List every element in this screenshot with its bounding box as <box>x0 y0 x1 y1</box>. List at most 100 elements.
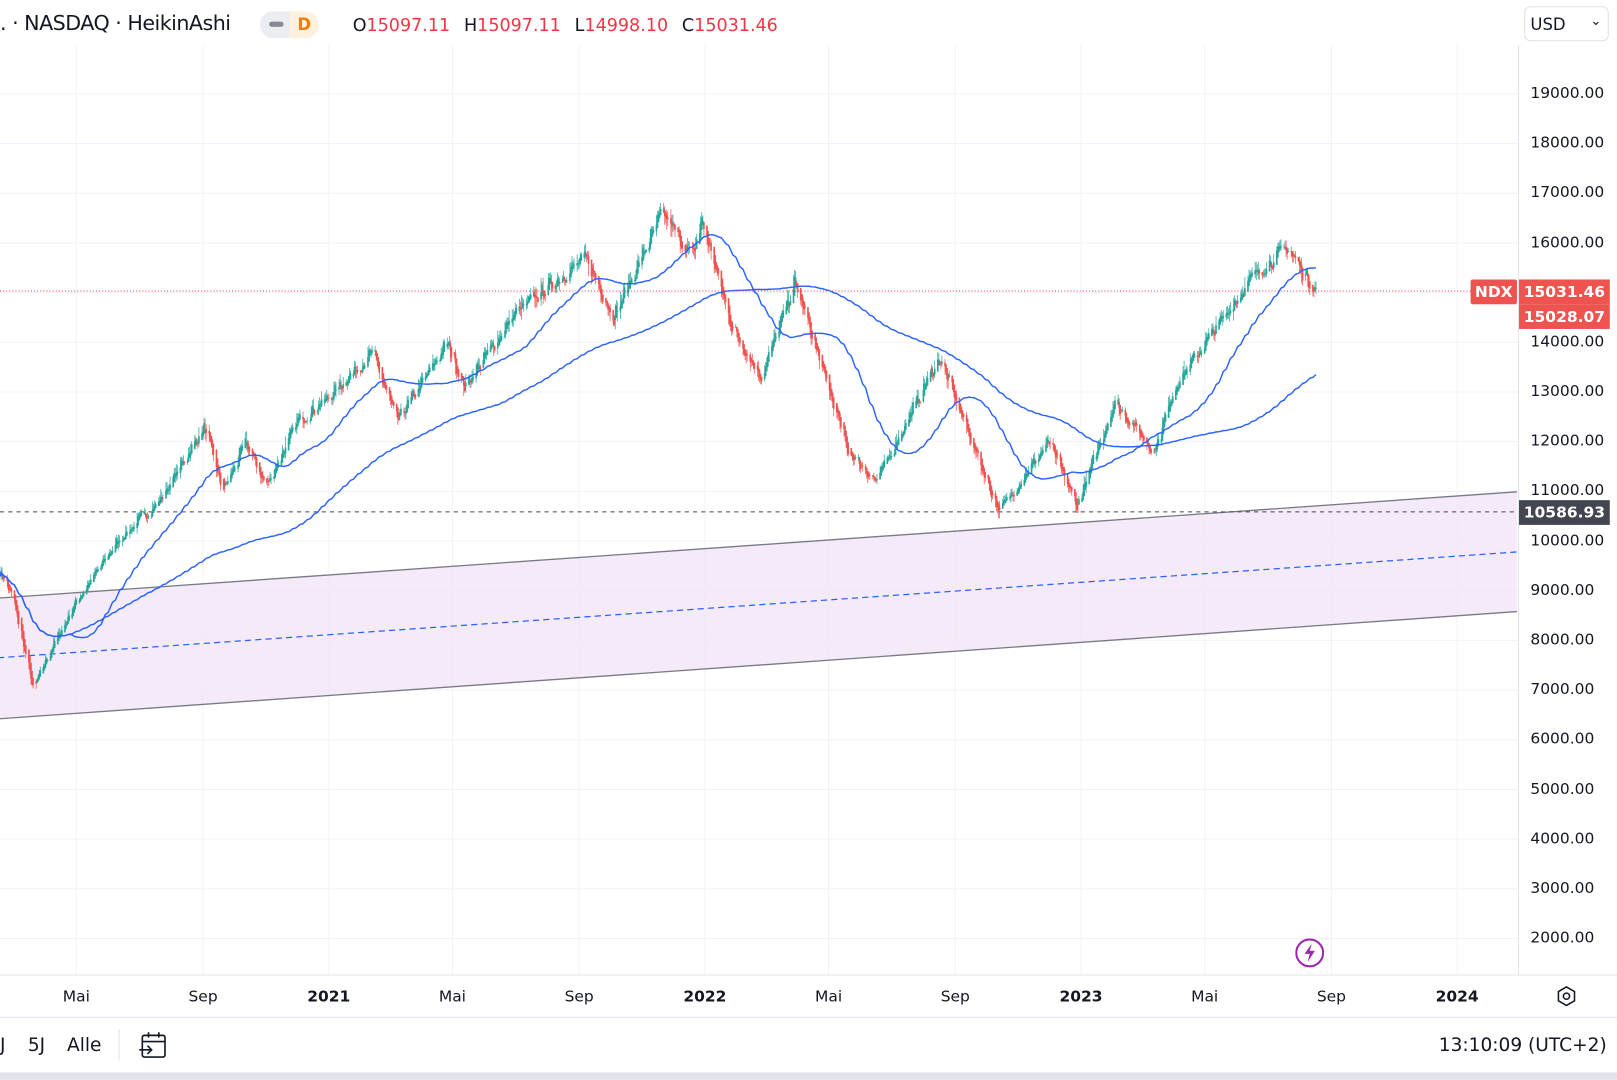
candle-body <box>976 448 978 453</box>
candle-body <box>910 414 912 418</box>
candle-body <box>586 255 589 257</box>
channel-middle-line <box>0 551 1517 659</box>
candle-body <box>757 367 760 372</box>
range-all-button[interactable]: Alle <box>67 1034 102 1056</box>
candle-body <box>1189 364 1192 372</box>
candle-body <box>1212 329 1214 333</box>
candle-body <box>534 294 536 298</box>
currency-select[interactable]: USD ⌄ <box>1524 6 1609 42</box>
candle-body <box>814 334 816 341</box>
candle-body <box>469 380 471 382</box>
candle-body <box>1142 433 1144 438</box>
candle-body <box>709 242 711 244</box>
candle-body <box>623 287 626 299</box>
candle-body <box>13 590 16 599</box>
candle-body <box>600 284 602 294</box>
candle-body <box>6 577 9 582</box>
time-axis[interactable]: Mai Sep 2021 Mai Sep 2022 Mai Sep 2023 Mai Sep 2024 <box>0 974 1617 1018</box>
candle-body <box>1084 484 1086 491</box>
candle-body <box>30 662 32 679</box>
candle-body <box>679 230 681 241</box>
candle-body <box>384 381 387 388</box>
candle-body <box>316 411 319 413</box>
candle-body <box>1067 478 1070 488</box>
candle-body <box>1226 312 1229 316</box>
candle-body <box>722 286 725 296</box>
candle-body <box>782 310 785 318</box>
candle-body <box>990 485 993 497</box>
settings-icon[interactable] <box>1556 986 1577 1007</box>
candle-body <box>1059 454 1062 461</box>
candle-body <box>858 457 861 465</box>
candle-body <box>1227 313 1230 315</box>
candle-body <box>283 453 286 455</box>
candle-body <box>327 397 330 399</box>
candle-body <box>179 467 182 474</box>
candle-body <box>428 367 431 373</box>
candle-body <box>969 432 972 444</box>
clock[interactable]: 13:10:09 (UTC+2) <box>1438 1034 1607 1056</box>
candle-body <box>7 579 10 589</box>
candle-body <box>1203 348 1206 354</box>
collapse-icon[interactable] <box>269 21 284 27</box>
candle-body <box>838 410 840 417</box>
hline-price-badge: 10586.93 <box>1519 500 1610 525</box>
candle-body <box>1236 301 1239 304</box>
candle-body <box>965 415 968 423</box>
candle-body <box>1041 451 1043 456</box>
candle-body <box>1304 273 1307 276</box>
candle-body <box>652 230 655 233</box>
candle-body <box>150 515 153 517</box>
candle-body <box>1040 452 1042 458</box>
candle-body <box>953 384 956 398</box>
candle-body <box>724 294 727 302</box>
candle-body <box>879 472 881 480</box>
candle-body <box>382 373 385 384</box>
interval-pill[interactable]: D <box>259 11 319 39</box>
candle-body <box>542 290 544 292</box>
candle-body <box>139 513 142 519</box>
candle-body <box>1068 482 1071 489</box>
candle-body <box>587 255 590 264</box>
price-chart[interactable] <box>0 0 1617 975</box>
candle-body <box>554 285 557 289</box>
range-5y-button[interactable]: 5J <box>27 1034 46 1056</box>
candle-body <box>183 462 186 464</box>
candle-body <box>804 305 806 309</box>
candle-body <box>844 425 846 436</box>
candle-body <box>475 372 477 379</box>
candle-body <box>174 475 177 478</box>
candle-body <box>486 349 489 355</box>
symbol-title[interactable]: . · NASDAQ · HeikinAshi <box>0 10 231 36</box>
candle-body <box>123 538 126 540</box>
candle-body <box>269 477 271 482</box>
candle-body <box>651 228 654 237</box>
candle-body <box>1255 271 1258 273</box>
candle-body <box>572 263 574 269</box>
candle-body <box>677 227 679 233</box>
candle-body <box>958 397 961 410</box>
candle-body <box>1088 471 1091 485</box>
candle-body <box>865 467 868 474</box>
candle-body <box>1293 255 1296 257</box>
candle-body <box>317 407 320 412</box>
candle-body <box>897 437 900 446</box>
candle-body <box>472 376 474 380</box>
candle-body <box>176 471 179 475</box>
candle-body <box>305 421 307 423</box>
candle-body <box>1120 409 1123 411</box>
candle-body <box>619 306 622 312</box>
candle-body <box>824 366 827 375</box>
candle-body <box>201 432 203 440</box>
candle-body <box>853 456 856 461</box>
candle-body <box>659 208 662 216</box>
candle-body <box>775 337 777 338</box>
candle-body <box>1156 442 1159 450</box>
candle-body <box>1306 272 1309 277</box>
candle-body <box>1244 288 1246 296</box>
range-1y-button[interactable]: J <box>0 1034 6 1056</box>
candle-body <box>339 382 341 389</box>
candle-body <box>997 504 1000 511</box>
lightning-icon[interactable] <box>1295 938 1325 968</box>
go-to-date-icon[interactable] <box>138 1030 169 1061</box>
